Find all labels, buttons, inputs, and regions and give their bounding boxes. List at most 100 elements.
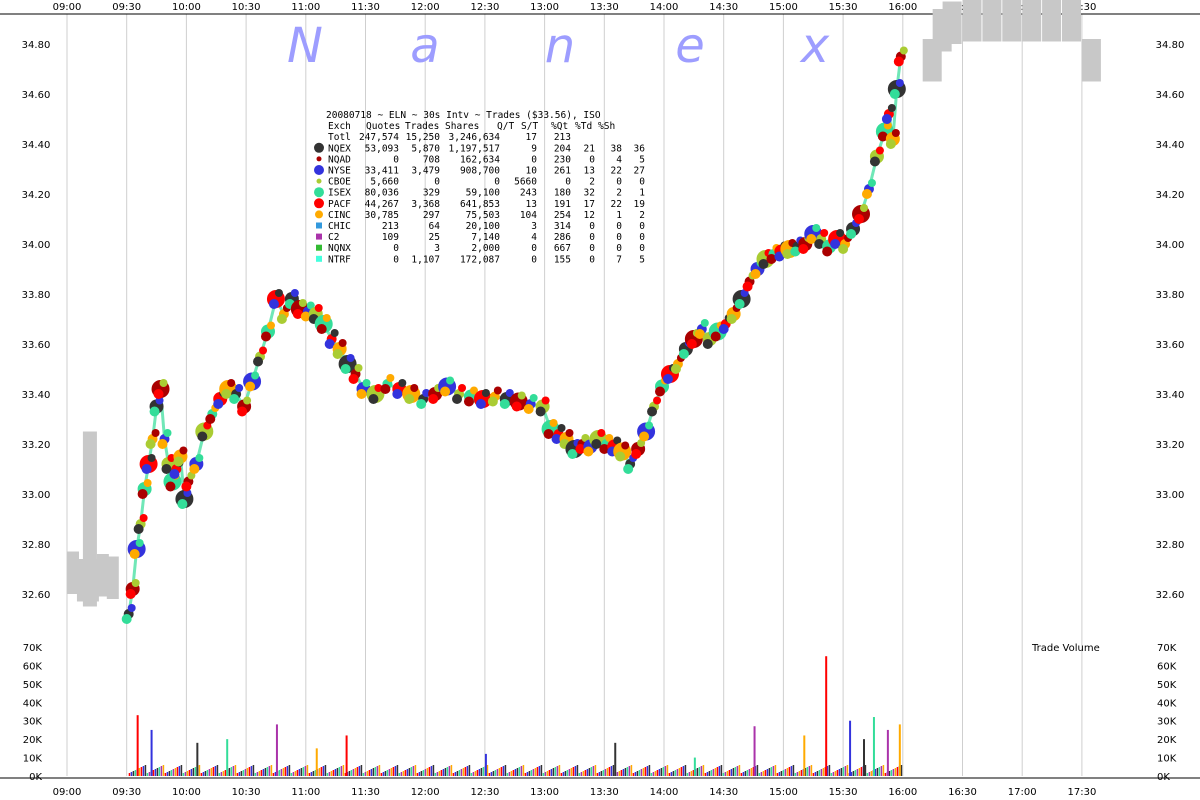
volume-bar: [178, 766, 181, 776]
volume-bar: [880, 766, 883, 776]
volume-bar: [414, 765, 417, 776]
trade-dot: [702, 339, 713, 349]
volume-bar: [166, 772, 169, 776]
trade-dot: [557, 424, 566, 432]
x-tick-label-top: 09:00: [53, 2, 82, 13]
trade-dot: [324, 339, 335, 349]
volume-bar: [478, 769, 481, 776]
legend-row-value: 908,700: [460, 166, 500, 177]
trade-dot: [599, 444, 610, 454]
trade-dot: [678, 349, 689, 359]
volume-bar: [750, 768, 753, 776]
volume-bar: [544, 772, 547, 776]
volume-bar: [538, 766, 541, 776]
legend-marker: [314, 198, 324, 209]
legend-row-value: 13: [584, 166, 595, 177]
trade-dot: [565, 429, 574, 437]
extended-hours-block: [96, 554, 109, 597]
volume-bar: [730, 769, 733, 776]
trade-dot: [348, 374, 359, 384]
volume-bar: [690, 771, 693, 776]
trade-dot: [836, 229, 845, 237]
trade-dot: [647, 406, 658, 417]
legend-row-value: 286: [554, 232, 571, 243]
legend-marker: [314, 187, 324, 198]
volume-bar: [502, 766, 505, 776]
volume-bar: [198, 765, 201, 776]
volume-bar: [536, 767, 539, 776]
volume-spike: [136, 715, 139, 776]
trade-dot: [869, 156, 880, 167]
volume-bar: [882, 765, 885, 776]
volume-bar: [508, 772, 511, 776]
volume-bar: [618, 771, 621, 776]
volume-bar: [368, 770, 371, 776]
price-tick-right: 34.80: [1156, 40, 1185, 51]
trade-dot: [253, 356, 264, 367]
trade-dot: [662, 374, 673, 384]
volume-bar: [792, 765, 795, 776]
volume-bar: [430, 766, 433, 776]
legend-row-value: 0: [589, 154, 595, 165]
trade-dot: [159, 379, 168, 387]
volume-bar: [378, 765, 381, 776]
trade-dot: [469, 386, 478, 395]
volume-bar: [714, 768, 717, 776]
volume-bar: [534, 768, 537, 776]
volume-spike: [886, 729, 889, 776]
volume-bar: [284, 767, 287, 776]
trade-dot: [812, 224, 821, 232]
volume-spike: [345, 735, 348, 776]
extended-hours-block: [67, 551, 79, 594]
volume-bar: [630, 765, 633, 776]
trade-dot: [235, 384, 244, 392]
volume-bar: [440, 770, 443, 776]
volume-bar: [762, 771, 765, 776]
trade-dot: [274, 289, 283, 297]
trade-dot: [316, 324, 327, 334]
volume-bar: [608, 767, 611, 776]
volume-bar: [422, 770, 425, 776]
volume-bar: [438, 771, 441, 776]
volume-bar: [134, 770, 137, 776]
legend-row-value: 0: [531, 154, 537, 165]
legend-total-value: 247,574: [359, 132, 399, 143]
volume-bar: [488, 773, 491, 776]
volume-bar: [656, 770, 659, 776]
volume-bar: [384, 771, 387, 776]
legend-row-exch: NQAD: [328, 154, 351, 165]
volume-bar: [672, 771, 675, 776]
volume-bar: [328, 772, 331, 776]
x-tick-label-top: 11:00: [291, 2, 320, 13]
volume-bar: [374, 767, 377, 776]
volume-bar: [288, 765, 291, 776]
legend-row-value: 0: [494, 177, 500, 188]
volume-bar: [570, 768, 573, 776]
price-tick-right: 33.60: [1156, 340, 1185, 351]
legend-row-value: 0: [589, 254, 595, 265]
trade-dot: [251, 371, 260, 380]
trade-dot: [541, 396, 550, 405]
volume-bar: [172, 769, 175, 776]
volume-tick-left: 60K: [23, 661, 43, 672]
volume-spike: [484, 753, 487, 776]
volume-bar: [402, 771, 405, 776]
volume-spike: [753, 726, 756, 776]
volume-bar: [684, 765, 687, 776]
legend-row-value: 19: [634, 199, 646, 210]
volume-bar: [450, 765, 453, 776]
price-tick-left: 33.40: [22, 390, 51, 401]
trade-dot: [814, 239, 825, 249]
price-tick-left: 32.60: [22, 590, 51, 601]
volume-bar: [270, 765, 273, 776]
trade-dot: [750, 269, 761, 279]
volume-bar: [798, 771, 801, 776]
legend-header: %Sh: [598, 121, 615, 132]
x-tick-label-top: 12:30: [470, 2, 499, 13]
volume-bar: [838, 769, 841, 776]
volume-bar: [574, 766, 577, 776]
legend-row-value: 5: [639, 154, 645, 165]
volume-bar: [470, 773, 473, 776]
volume-bar: [756, 765, 759, 776]
volume-bar: [698, 767, 701, 776]
